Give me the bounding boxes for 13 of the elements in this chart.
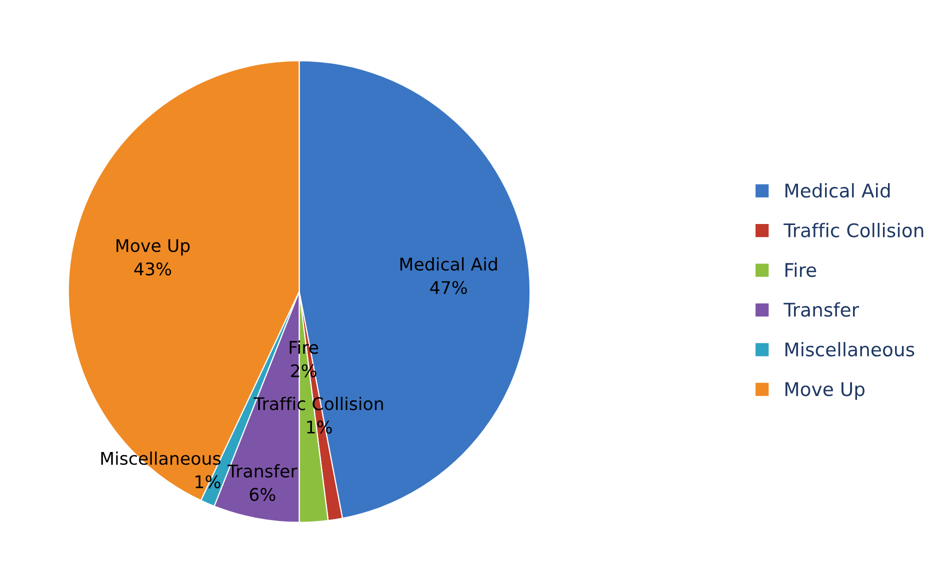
legend-label: Medical Aid — [785, 183, 890, 198]
data-label: 43% — [134, 262, 172, 276]
slice-label: Move Up — [116, 239, 190, 256]
slice-label: Transfer — [227, 464, 298, 478]
legend-label: Move Up — [785, 382, 864, 400]
data-label: 2% — [291, 364, 316, 378]
data-label: 47% — [430, 280, 467, 294]
slice-label: Medical Aid — [400, 257, 497, 271]
legend-label: Fire — [785, 262, 816, 278]
legend-label: Miscellaneous — [785, 342, 914, 357]
legend-label: Transfer — [784, 302, 860, 317]
data-label: 6% — [250, 488, 276, 501]
legend-label: Traffic Collision — [784, 222, 924, 238]
